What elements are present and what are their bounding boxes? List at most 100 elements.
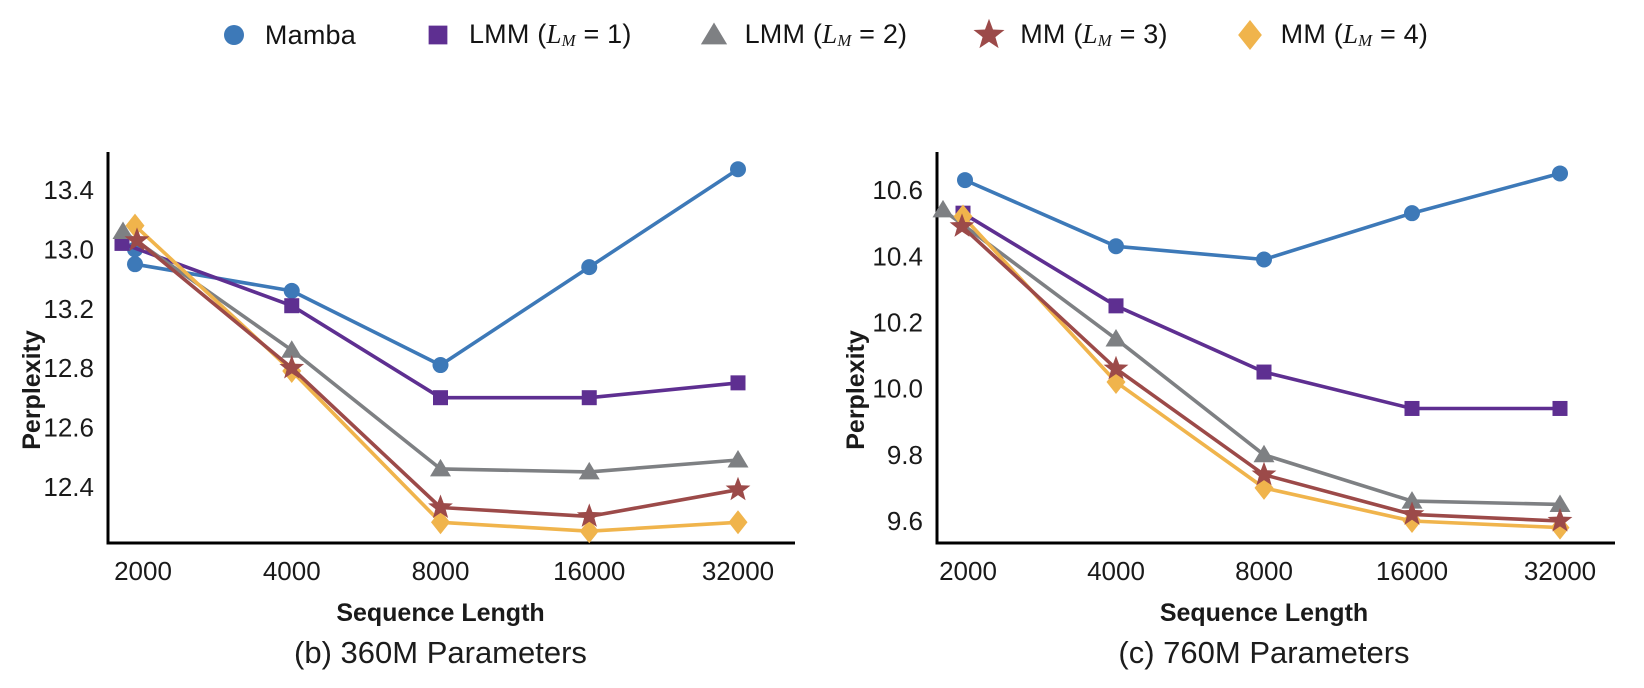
mm-l-m-3-marker xyxy=(124,227,150,251)
lmm-l-m-2-marker xyxy=(1105,328,1127,347)
x-tick-label: 8000 xyxy=(1235,556,1293,586)
chart-legend: Mamba LMM (LM = 1) LMM (LM = 2) MM (LM = 3)… xyxy=(0,10,1644,60)
series-mamba xyxy=(127,161,746,374)
legend-label: LMM (LM = 1) xyxy=(468,19,632,50)
axes xyxy=(935,152,1615,545)
lmm-l-m-2-marker xyxy=(430,458,451,477)
y-tick-label: 13.2 xyxy=(43,294,94,324)
lmm-l-m-1-marker xyxy=(433,390,448,406)
legend-label: MM (LM = 3) xyxy=(1020,19,1168,50)
x-tick-label: 4000 xyxy=(263,556,321,586)
legend-item-mamba: Mamba xyxy=(216,18,356,52)
legend-item-mm-4: MM (LM = 4) xyxy=(1232,18,1428,52)
chart-360m-parameters: 13.4 13.0 13.2 12.8 12.6 12.4 2000 4000 8000 1600… xyxy=(18,152,795,670)
lmm-l-m-1-marker xyxy=(1108,298,1124,314)
series-line-lmm-l-m-1 xyxy=(120,241,740,400)
x-axis-title: Sequence Length xyxy=(336,599,544,627)
lmm-l-m-1-marker xyxy=(730,375,746,391)
legend-label: MM (LM = 4) xyxy=(1280,19,1429,50)
series-mm-l-m-3 xyxy=(124,227,751,527)
mamba-marker xyxy=(1256,251,1272,268)
diamond-marker-icon xyxy=(1237,20,1262,50)
mamba-marker xyxy=(581,259,598,276)
x-tick-label: 16000 xyxy=(1376,556,1448,586)
chart-caption: (b) 360M Parameters xyxy=(294,635,587,670)
mm-l-m-3-marker xyxy=(576,503,602,527)
series-line-lmm-l-m-2 xyxy=(121,229,740,474)
mamba-marker xyxy=(730,161,746,178)
mm-l-m-3-marker xyxy=(725,476,751,501)
mm-l-m-3-marker xyxy=(1251,461,1277,486)
mm-l-m-4-marker xyxy=(125,213,145,238)
y-tick-label: 10.6 xyxy=(872,175,923,205)
series-lmm-l-m-2 xyxy=(112,221,749,480)
y-tick-label: 12.8 xyxy=(43,353,94,383)
mamba-marker xyxy=(1108,238,1124,255)
mamba-marker xyxy=(283,282,300,299)
legend-item-lmm-1: LMM (LM = 1) xyxy=(420,18,632,52)
x-axis-title: Sequence Length xyxy=(1160,599,1368,627)
x-tick-label: 8000 xyxy=(412,556,470,586)
y-tick-label: 12.4 xyxy=(43,472,94,502)
lmm-l-m-2-marker xyxy=(727,449,749,468)
mamba-marker xyxy=(127,256,143,273)
lmm-l-m-1-marker xyxy=(114,235,130,251)
lmm-l-m-1-marker xyxy=(284,298,300,314)
x-tick-label: 32000 xyxy=(702,556,774,586)
mamba-marker xyxy=(1552,165,1568,182)
triangle-marker-icon xyxy=(700,22,727,45)
mm-l-m-3-marker xyxy=(1547,508,1573,532)
series-mamba xyxy=(957,165,1568,268)
lmm-l-m-2-marker xyxy=(932,199,954,218)
lmm-l-m-2-marker xyxy=(1549,494,1571,512)
mm-l-m-3-marker xyxy=(279,355,305,379)
mm-l-m-3-marker xyxy=(1399,501,1425,525)
lmm-l-m-1-marker xyxy=(1404,400,1420,416)
square-marker-icon xyxy=(428,25,448,45)
chart-760m-parameters: 10.6 10.4 10.2 10.0 9.8 9.6 2000 4000 8000 16000 3… xyxy=(842,152,1615,670)
lmm-l-m-2-marker xyxy=(112,221,134,240)
series-line-mamba xyxy=(963,171,1562,262)
y-tick-label: 13.4 xyxy=(43,175,94,205)
mamba-marker xyxy=(957,172,973,189)
y-tick-label: 10.4 xyxy=(872,241,923,271)
mm-l-m-3-marker xyxy=(1103,355,1129,380)
series-mm-l-m-4 xyxy=(125,213,748,544)
lmm-l-m-2-marker xyxy=(578,461,600,480)
y-tick-label: 9.6 xyxy=(887,506,923,536)
triangle-marker-icon xyxy=(700,22,727,45)
legend-item-lmm-2: LMM (LM = 2) xyxy=(696,18,908,52)
axes xyxy=(106,152,795,545)
mm-l-m-4-marker xyxy=(728,510,748,535)
series-mm-l-m-3 xyxy=(949,213,1573,532)
x-tick-label: 2000 xyxy=(114,556,172,586)
series-lmm-l-m-1 xyxy=(955,205,1568,416)
star-marker-icon xyxy=(973,18,1005,49)
lmm-l-m-2-marker xyxy=(1401,491,1423,509)
circle-marker-icon xyxy=(223,25,244,45)
mm-l-m-4-marker xyxy=(579,519,599,544)
series-line-lmm-l-m-2 xyxy=(941,208,1562,507)
y-tick-label: 10.0 xyxy=(872,374,923,404)
y-tick-label: 13.0 xyxy=(43,234,94,264)
mamba-marker xyxy=(1404,205,1420,222)
series-line-mm-l-m-4 xyxy=(133,223,740,534)
series-lmm-l-m-1 xyxy=(114,235,746,406)
legend-label: Mamba xyxy=(264,19,356,50)
x-tick-label: 16000 xyxy=(553,556,625,586)
lmm-l-m-2-marker xyxy=(281,340,303,358)
lmm-l-m-1-marker xyxy=(1256,364,1272,380)
diamond-marker-icon xyxy=(1237,20,1262,50)
legend-item-mm-3: MM (LM = 3) xyxy=(971,18,1167,52)
series-lmm-l-m-2 xyxy=(932,199,1571,512)
square-marker-icon xyxy=(428,25,448,45)
star-marker-icon xyxy=(973,18,1005,49)
lmm-l-m-1-marker xyxy=(581,390,597,406)
mm-l-m-3-marker xyxy=(949,213,975,237)
circle-marker-icon xyxy=(223,25,244,45)
lmm-l-m-1-marker xyxy=(1552,400,1568,416)
series-line-mamba xyxy=(133,167,740,367)
y-tick-label: 12.6 xyxy=(43,412,94,442)
y-tick-label: 9.8 xyxy=(887,440,923,470)
